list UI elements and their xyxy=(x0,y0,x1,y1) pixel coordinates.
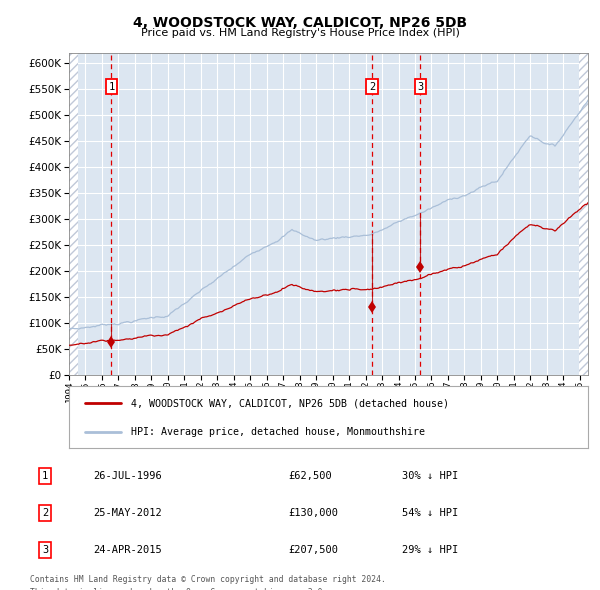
Text: 2: 2 xyxy=(369,82,375,92)
Text: 1: 1 xyxy=(42,471,48,481)
Bar xyxy=(580,53,588,375)
Text: £130,000: £130,000 xyxy=(288,508,338,518)
Text: 26-JUL-1996: 26-JUL-1996 xyxy=(93,471,162,481)
Bar xyxy=(69,53,78,375)
Text: Price paid vs. HM Land Registry's House Price Index (HPI): Price paid vs. HM Land Registry's House … xyxy=(140,28,460,38)
Bar xyxy=(69,53,77,375)
Text: 25-MAY-2012: 25-MAY-2012 xyxy=(93,508,162,518)
Text: 1: 1 xyxy=(108,82,115,92)
Text: 4, WOODSTOCK WAY, CALDICOT, NP26 5DB: 4, WOODSTOCK WAY, CALDICOT, NP26 5DB xyxy=(133,16,467,30)
Bar xyxy=(580,53,588,375)
Text: 29% ↓ HPI: 29% ↓ HPI xyxy=(402,545,458,555)
Text: This data is licensed under the Open Government Licence v3.0.: This data is licensed under the Open Gov… xyxy=(30,588,328,590)
Text: 24-APR-2015: 24-APR-2015 xyxy=(93,545,162,555)
Bar xyxy=(69,53,78,375)
Text: £62,500: £62,500 xyxy=(288,471,332,481)
Text: £207,500: £207,500 xyxy=(288,545,338,555)
Text: 4, WOODSTOCK WAY, CALDICOT, NP26 5DB (detached house): 4, WOODSTOCK WAY, CALDICOT, NP26 5DB (de… xyxy=(131,398,449,408)
Text: 54% ↓ HPI: 54% ↓ HPI xyxy=(402,508,458,518)
Text: HPI: Average price, detached house, Monmouthshire: HPI: Average price, detached house, Monm… xyxy=(131,427,425,437)
Text: 3: 3 xyxy=(42,545,48,555)
Text: 2: 2 xyxy=(42,508,48,518)
Bar xyxy=(580,53,588,375)
Text: Contains HM Land Registry data © Crown copyright and database right 2024.: Contains HM Land Registry data © Crown c… xyxy=(30,575,386,584)
Text: 3: 3 xyxy=(417,82,424,92)
Text: 30% ↓ HPI: 30% ↓ HPI xyxy=(402,471,458,481)
